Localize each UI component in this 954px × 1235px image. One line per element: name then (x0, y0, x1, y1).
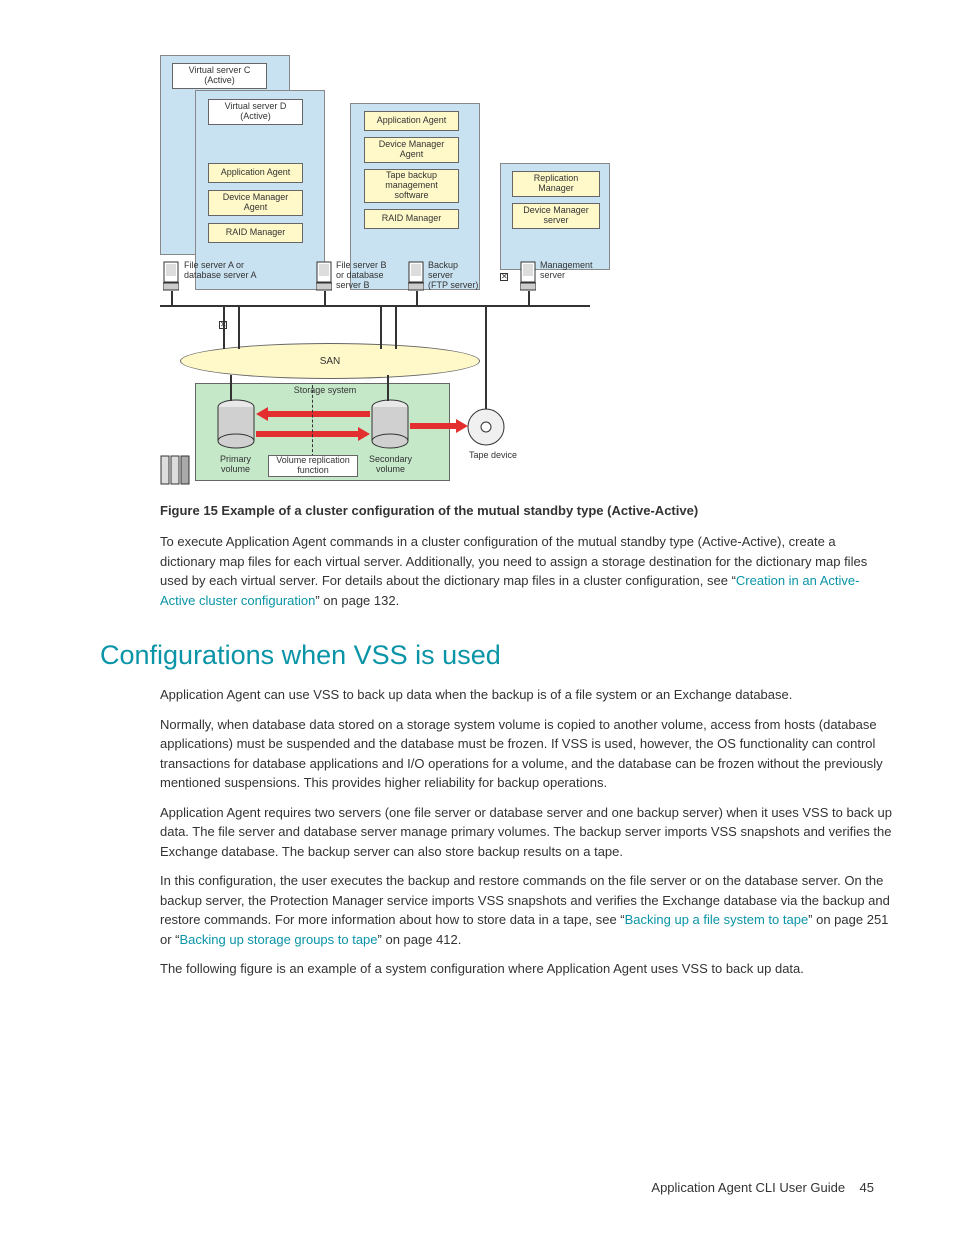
repl-arrows (256, 407, 370, 443)
stordrop2 (387, 375, 389, 401)
server-a-icon (163, 261, 179, 291)
tape-line-v (485, 305, 487, 409)
paragraph-3: Normally, when database data stored on a… (160, 715, 894, 793)
virtual-server-d-box: Virtual server D(Active) (208, 99, 303, 125)
repl-func-box: Volume replicationfunction (268, 455, 358, 477)
drop3 (416, 291, 418, 305)
secondary-vol-label: Secondaryvolume (363, 455, 418, 475)
backup-srv-label: Backupserver(FTP server) (428, 261, 492, 291)
paragraph-1: To execute Application Agent commands in… (160, 532, 894, 610)
dev-agent-1: Device ManagerAgent (208, 190, 303, 216)
dashed-line (312, 385, 313, 457)
sandrop3 (380, 305, 382, 349)
storage-system-label: Storage system (265, 386, 385, 396)
san-ellipse: SAN (180, 343, 480, 379)
backup-srv-icon (408, 261, 424, 291)
p5-text-c: ” on page 412. (378, 932, 462, 947)
server-a-label: File server A ordatabase server A (184, 261, 268, 281)
port3x: ✕ (501, 272, 508, 281)
secondary-vol-icon (370, 399, 410, 449)
tape-mgmt: Tape backupmanagementsoftware (364, 169, 459, 203)
link-backup-fs-tape[interactable]: Backing up a file system to tape (625, 912, 809, 927)
mgmt-srv-label: Managementserver (540, 261, 610, 281)
stordrop1 (230, 375, 232, 401)
primary-vol-label: Primaryvolume (208, 455, 263, 475)
dev-agent-2: Device ManagerAgent (364, 137, 459, 163)
disk-array-icon (160, 455, 190, 485)
raid-2: RAID Manager (364, 209, 459, 229)
paragraph-6: The following figure is an example of a … (160, 959, 894, 979)
footer-title: Application Agent CLI User Guide (651, 1180, 845, 1195)
paragraph-2: Application Agent can use VSS to back up… (160, 685, 894, 705)
section-heading-vss: Configurations when VSS is used (100, 640, 894, 671)
sandrop2 (238, 305, 240, 349)
sandrop4 (395, 305, 397, 349)
link-backup-storage-tape[interactable]: Backing up storage groups to tape (180, 932, 378, 947)
primary-vol-icon (216, 399, 256, 449)
drop4 (528, 291, 530, 305)
dev-mgr-srv: Device Managerserver (512, 203, 600, 229)
server-b-label: File server Bor databaseserver B (336, 261, 400, 291)
cluster-diagram: Virtual server C(Active) Virtual server … (160, 45, 590, 485)
app-agent-1: Application Agent (208, 163, 303, 183)
paragraph-4: Application Agent requires two servers (… (160, 803, 894, 862)
repl-mgr: ReplicationManager (512, 171, 600, 197)
paragraph-5: In this configuration, the user executes… (160, 871, 894, 949)
tape-arrow (410, 419, 468, 433)
p1-text-b: ” on page 132. (315, 593, 399, 608)
raid-1: RAID Manager (208, 223, 303, 243)
sandrop1 (223, 305, 225, 349)
footer-page: 45 (860, 1180, 874, 1195)
drop1 (171, 291, 173, 305)
tape-device-icon (466, 407, 506, 447)
server-b-icon (316, 261, 332, 291)
mgmt-srv-icon (520, 261, 536, 291)
virtual-server-c-box: Virtual server C(Active) (172, 63, 267, 89)
drop2 (324, 291, 326, 305)
page-footer: Application Agent CLI User Guide 45 (651, 1180, 874, 1195)
app-agent-2: Application Agent (364, 111, 459, 131)
tape-device-label: Tape device (458, 451, 528, 461)
figure-caption: Figure 15 Example of a cluster configura… (160, 503, 894, 518)
